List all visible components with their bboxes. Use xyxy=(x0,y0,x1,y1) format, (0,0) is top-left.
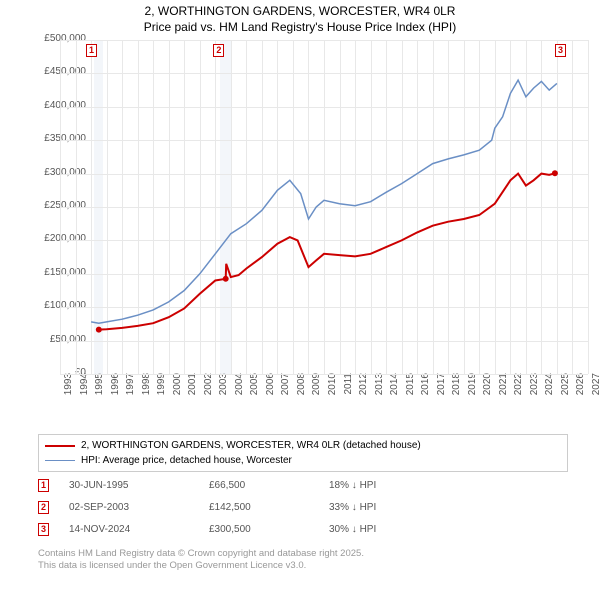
x-tick-label: 1998 xyxy=(141,373,152,403)
attribution-line: This data is licensed under the Open Gov… xyxy=(38,560,568,572)
x-tick-label: 2025 xyxy=(560,373,571,403)
x-tick-label: 2012 xyxy=(358,373,369,403)
legend-row: HPI: Average price, detached house, Worc… xyxy=(45,453,561,468)
x-tick-label: 2004 xyxy=(234,373,245,403)
x-tick-label: 1997 xyxy=(125,373,136,403)
x-tick-label: 2023 xyxy=(529,373,540,403)
x-axis: 1993199419951996199719981999200020012002… xyxy=(60,376,588,396)
x-tick-label: 2011 xyxy=(343,373,354,403)
x-tick-label: 2016 xyxy=(420,373,431,403)
transactions-table: 1 30-JUN-1995 £66,500 18% ↓ HPI 2 02-SEP… xyxy=(38,474,568,540)
x-tick-label: 2024 xyxy=(544,373,555,403)
tx-diff: 18% ↓ HPI xyxy=(329,480,429,491)
tx-date: 30-JUN-1995 xyxy=(69,480,209,491)
tx-price: £142,500 xyxy=(209,502,329,513)
legend: 2, WORTHINGTON GARDENS, WORCESTER, WR4 0… xyxy=(38,434,568,472)
tx-diff: 33% ↓ HPI xyxy=(329,502,429,513)
x-tick-label: 1999 xyxy=(156,373,167,403)
table-row: 2 02-SEP-2003 £142,500 33% ↓ HPI xyxy=(38,496,568,518)
x-tick-label: 2022 xyxy=(513,373,524,403)
tx-price: £66,500 xyxy=(209,480,329,491)
x-tick-label: 2013 xyxy=(374,373,385,403)
x-tick-label: 2020 xyxy=(482,373,493,403)
x-tick-label: 2010 xyxy=(327,373,338,403)
x-tick-label: 2014 xyxy=(389,373,400,403)
x-tick-label: 1994 xyxy=(79,373,90,403)
x-tick-label: 2021 xyxy=(498,373,509,403)
marker-icon: 3 xyxy=(38,523,49,536)
tx-date: 14-NOV-2024 xyxy=(69,524,209,535)
tx-date: 02-SEP-2003 xyxy=(69,502,209,513)
legend-label: HPI: Average price, detached house, Worc… xyxy=(81,455,292,466)
x-tick-label: 1996 xyxy=(110,373,121,403)
tx-price: £300,500 xyxy=(209,524,329,535)
plot-area: £0£50,000£100,000£150,000£200,000£250,00… xyxy=(60,40,588,374)
marker-icon: 2 xyxy=(38,501,49,514)
attribution-line: Contains HM Land Registry data © Crown c… xyxy=(38,548,568,560)
x-tick-label: 2009 xyxy=(311,373,322,403)
tx-diff: 30% ↓ HPI xyxy=(329,524,429,535)
legend-row: 2, WORTHINGTON GARDENS, WORCESTER, WR4 0… xyxy=(45,438,561,453)
chart-area: £0£50,000£100,000£150,000£200,000£250,00… xyxy=(30,40,588,400)
attribution: Contains HM Land Registry data © Crown c… xyxy=(38,548,568,573)
title-line-1: 2, WORTHINGTON GARDENS, WORCESTER, WR4 0… xyxy=(0,4,600,20)
chart-container: 2, WORTHINGTON GARDENS, WORCESTER, WR4 0… xyxy=(0,0,600,590)
chart-svg xyxy=(60,40,588,374)
x-tick-label: 2006 xyxy=(265,373,276,403)
x-tick-label: 2019 xyxy=(467,373,478,403)
legend-label: 2, WORTHINGTON GARDENS, WORCESTER, WR4 0… xyxy=(81,440,421,451)
x-tick-label: 2000 xyxy=(172,373,183,403)
x-tick-label: 1995 xyxy=(94,373,105,403)
x-tick-label: 2008 xyxy=(296,373,307,403)
annotation-marker: 2 xyxy=(213,44,224,57)
table-row: 3 14-NOV-2024 £300,500 30% ↓ HPI xyxy=(38,518,568,540)
x-tick-label: 2015 xyxy=(405,373,416,403)
marker-icon: 1 xyxy=(38,479,49,492)
x-tick-label: 2027 xyxy=(591,373,600,403)
x-tick-label: 2002 xyxy=(203,373,214,403)
title-block: 2, WORTHINGTON GARDENS, WORCESTER, WR4 0… xyxy=(0,0,600,37)
x-tick-label: 2001 xyxy=(187,373,198,403)
legend-swatch xyxy=(45,445,75,447)
legend-swatch xyxy=(45,460,75,462)
x-tick-label: 2026 xyxy=(575,373,586,403)
title-line-2: Price paid vs. HM Land Registry's House … xyxy=(0,20,600,36)
annotation-marker: 3 xyxy=(555,44,566,57)
x-tick-label: 1993 xyxy=(63,373,74,403)
x-tick-label: 2003 xyxy=(218,373,229,403)
x-tick-label: 2005 xyxy=(249,373,260,403)
x-tick-label: 2018 xyxy=(451,373,462,403)
table-row: 1 30-JUN-1995 £66,500 18% ↓ HPI xyxy=(38,474,568,496)
x-tick-label: 2017 xyxy=(436,373,447,403)
x-tick-label: 2007 xyxy=(280,373,291,403)
annotation-marker: 1 xyxy=(86,44,97,57)
